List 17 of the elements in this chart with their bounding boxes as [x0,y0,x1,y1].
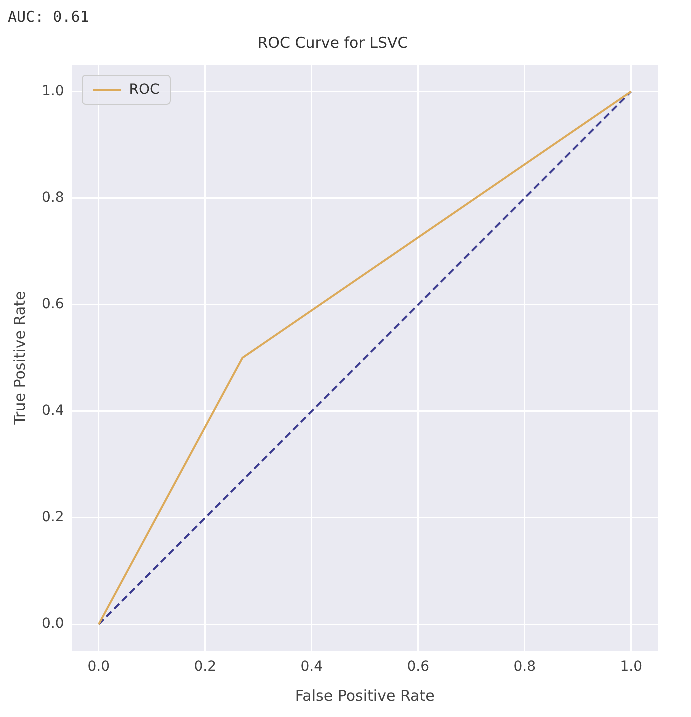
legend-label: ROC [129,82,160,98]
y-axis-title: True Positive Rate [10,291,29,426]
y-tick-label: 0.4 [42,403,64,420]
x-axis-title: False Positive Rate [295,686,435,705]
x-tick-label: 0.4 [300,659,324,676]
y-tick-label: 0.2 [42,510,64,526]
x-tick-label: 0.2 [194,659,217,676]
x-tick-label: 0.0 [88,659,110,676]
chart-title: ROC Curve for LSVC [258,34,408,52]
text: AUC: 0.61 [8,8,90,28]
x-tick-label: 0.6 [407,659,430,676]
x-tick-label: 1.0 [620,659,643,676]
x-tick-label: 0.8 [514,659,536,676]
y-tick-label: 0.0 [42,616,64,632]
y-tick-label: 0.6 [42,296,64,312]
y-tick-label: 1.0 [42,83,64,100]
y-tick-label: 0.8 [42,190,64,206]
